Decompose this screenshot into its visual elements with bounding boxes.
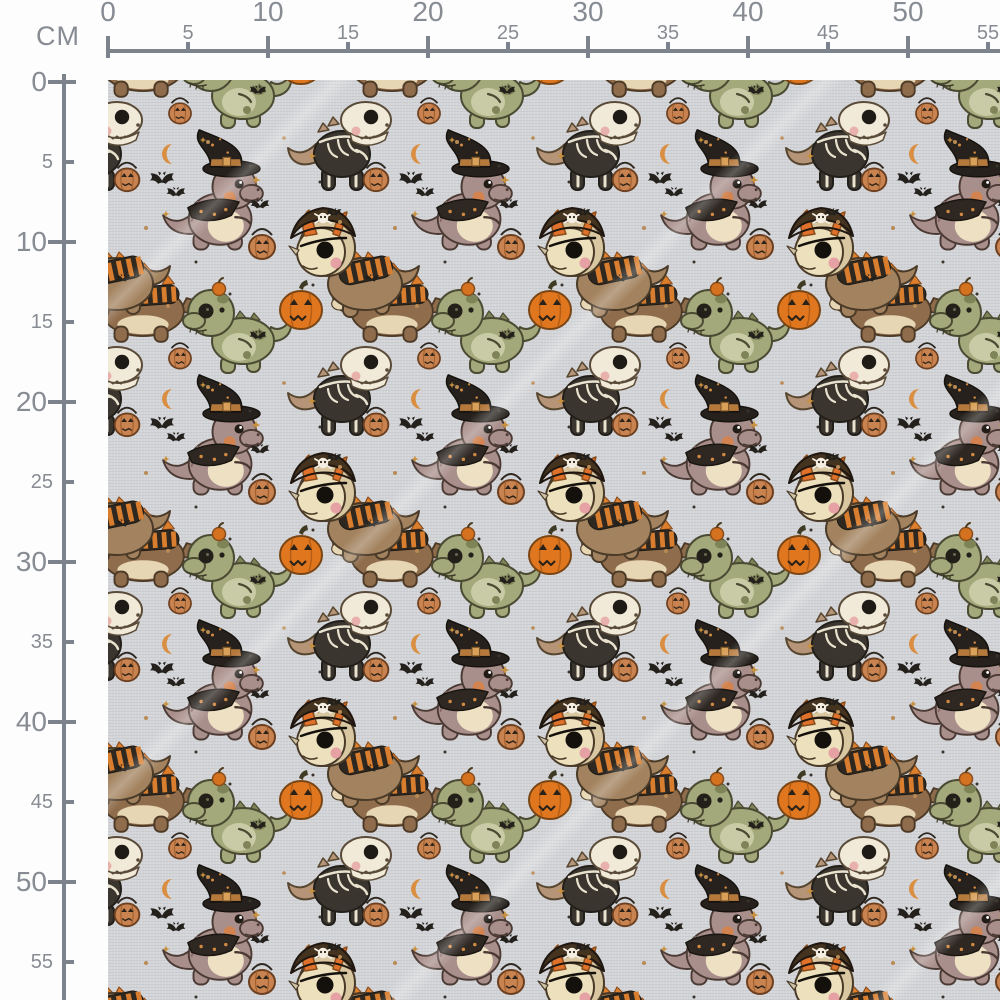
ruler-tick-label: 15 [30,311,53,333]
ruler-horizontal-line [108,49,1000,53]
ruler-tick [63,480,74,484]
ruler-tick-label: 10 [15,226,47,257]
ruler-tick [48,80,76,84]
ruler-tick [63,160,74,164]
ruler-tick-label: 50 [892,0,924,27]
ruler-tick-label: 40 [732,0,764,27]
ruler-vertical-line [62,74,66,1000]
ruler-tick-label: 0 [100,0,116,27]
ruler-tick-label: 30 [15,546,47,577]
ruler-tick-label: 35 [656,22,680,44]
ruler-tick-label: 40 [15,706,47,737]
ruler-tick [586,36,590,58]
ruler-tick [986,42,990,53]
ruler-tick [63,640,74,644]
ruler-tick [106,36,110,58]
ruler-tick [63,800,74,804]
ruler-tick-label: 30 [572,0,604,27]
ruler-tick-label: 55 [976,22,1000,44]
ruler-tick [186,42,190,53]
ruler-tick-label: 45 [30,791,53,813]
ruler-tick [63,320,74,324]
ruler-tick-label: 50 [15,866,47,897]
ruler-tick-label: 25 [30,471,53,493]
ruler-tick [746,36,750,58]
ruler-tick [346,42,350,53]
ruler-tick-label: 10 [252,0,284,27]
ruler-tick-label: 5 [182,22,194,44]
ruler-tick [426,36,430,58]
ruler-tick [48,880,76,884]
ruler-tick-label: 15 [336,22,360,44]
ruler-tick-label: 35 [30,631,53,653]
ruler-tick-label: 0 [31,66,47,97]
ruler-unit-label: CM [36,21,80,51]
ruler-tick [506,42,510,53]
ruler-tick [48,240,76,244]
fabric-pattern-svg [108,80,1000,1000]
ruler-tick [666,42,670,53]
fabric-swatch [108,80,1000,1000]
ruler-tick [906,36,910,58]
ruler-tick-label: 25 [496,22,520,44]
ruler-tick [48,720,76,724]
ruler-tick [48,560,76,564]
ruler-tick-label: 45 [816,22,840,44]
ruler-tick [266,36,270,58]
ruler-tick [48,400,76,404]
ruler-tick-label: 55 [30,951,53,973]
ruler-tick [826,42,830,53]
ruler-tick-label: 20 [15,386,47,417]
ruler-tick-label: 5 [41,151,53,173]
ruler-tick-label: 20 [412,0,444,27]
ruler-tick [63,960,74,964]
pattern-fill [108,80,1000,1000]
